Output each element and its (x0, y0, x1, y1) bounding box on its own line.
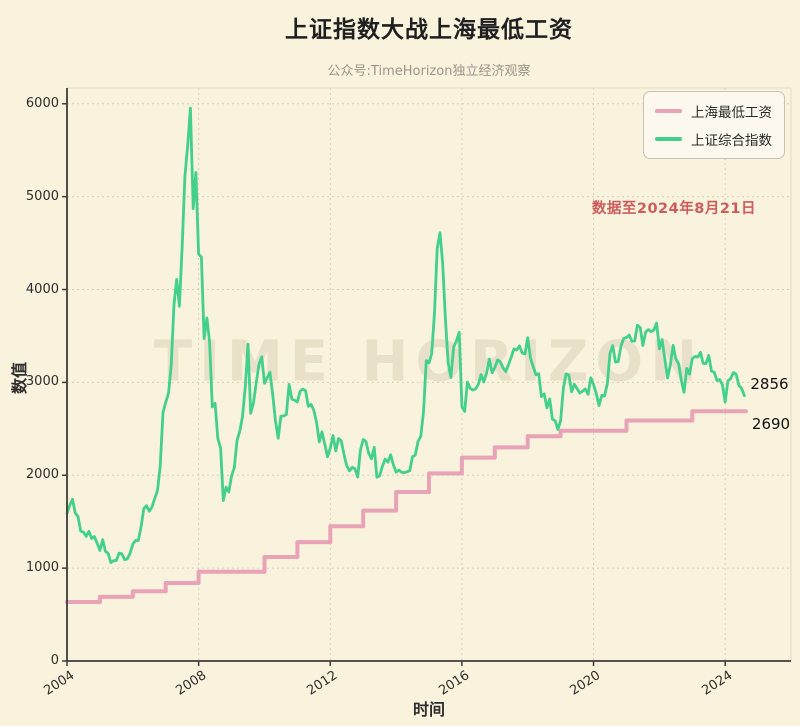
legend-swatch (655, 109, 682, 113)
y-tick-label: 4000 (25, 281, 59, 297)
legend-item-1: 上证综合指数 (655, 129, 772, 149)
y-tick-label: 2000 (25, 467, 59, 483)
page-subtitle: 公众号:TimeHorizon独立经济观察 (327, 64, 531, 79)
end-label-wage: 2690 (751, 415, 791, 434)
y-tick-label: 0 (50, 653, 59, 668)
y-tick-label: 6000 (25, 95, 59, 111)
y-tick-label: 3000 (25, 374, 59, 390)
y-tick-label: 1000 (25, 560, 59, 576)
series-line-step (65, 409, 748, 604)
series-line-line (65, 106, 746, 564)
legend: 上海最低工资 上证综合指数 (643, 91, 785, 159)
legend-label: 上海最低工资 (691, 105, 772, 121)
legend-swatch (655, 137, 682, 141)
page-title: 上证指数大战上海最低工资 (285, 17, 573, 43)
legend-item-0: 上海最低工资 (655, 101, 772, 121)
end-label-index: 2856 (750, 374, 789, 393)
legend-label: 上证综合指数 (691, 133, 772, 149)
y-tick-label: 5000 (25, 188, 59, 204)
